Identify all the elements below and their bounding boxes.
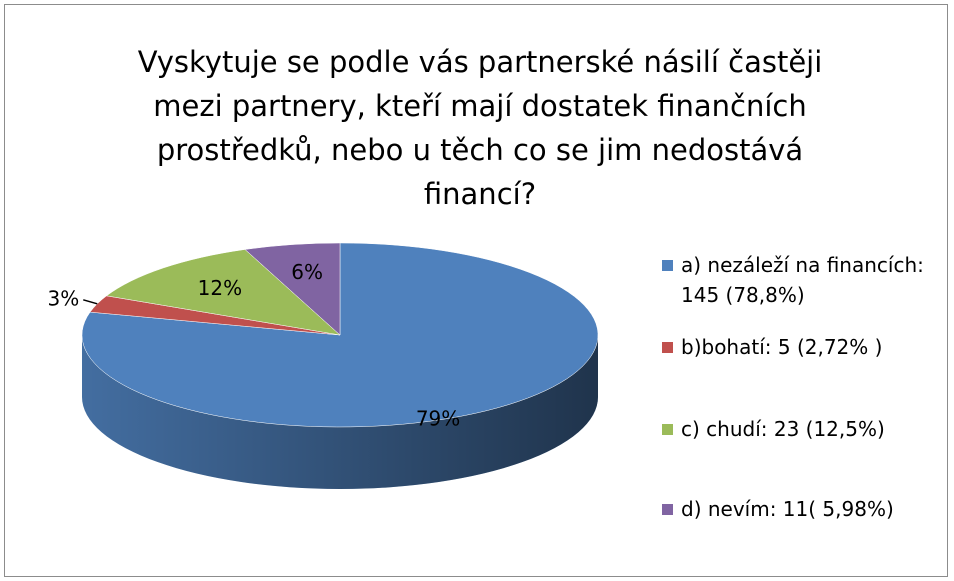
legend-label: b)bohatí: 5 (2,72% )	[681, 335, 883, 359]
legend-item: b)bohatí: 5 (2,72% )	[662, 332, 942, 362]
legend-item: a) nezáleží na financích: 145 (78,8%)	[662, 250, 942, 310]
legend-swatch	[662, 424, 673, 435]
chart-frame	[4, 4, 948, 577]
legend-swatch	[662, 504, 673, 515]
pie-slice	[244, 242, 341, 336]
pie-slice	[81, 242, 599, 428]
legend-item: c) chudí: 23 (12,5%)	[662, 414, 942, 444]
legend-item: d) nevím: 11( 5,98%)	[662, 494, 942, 524]
data-label: 3%	[48, 286, 80, 310]
pie-side-shade	[82, 335, 598, 489]
data-label: 79%	[416, 407, 460, 431]
legend-label: d) nevím: 11( 5,98%)	[681, 497, 894, 521]
legend-swatch	[662, 342, 673, 353]
legend-label: c) chudí: 23 (12,5%)	[681, 417, 885, 441]
pie-slice	[105, 249, 341, 336]
chart-title: Vyskytuje se podle vás partnerské násilí…	[137, 45, 823, 211]
legend-label: a) nezáleží na financích: 145 (78,8%)	[681, 253, 924, 307]
data-label: 6%	[291, 260, 323, 284]
data-label: 12%	[198, 276, 242, 300]
leader-line	[83, 299, 98, 305]
legend-swatch	[662, 260, 673, 271]
